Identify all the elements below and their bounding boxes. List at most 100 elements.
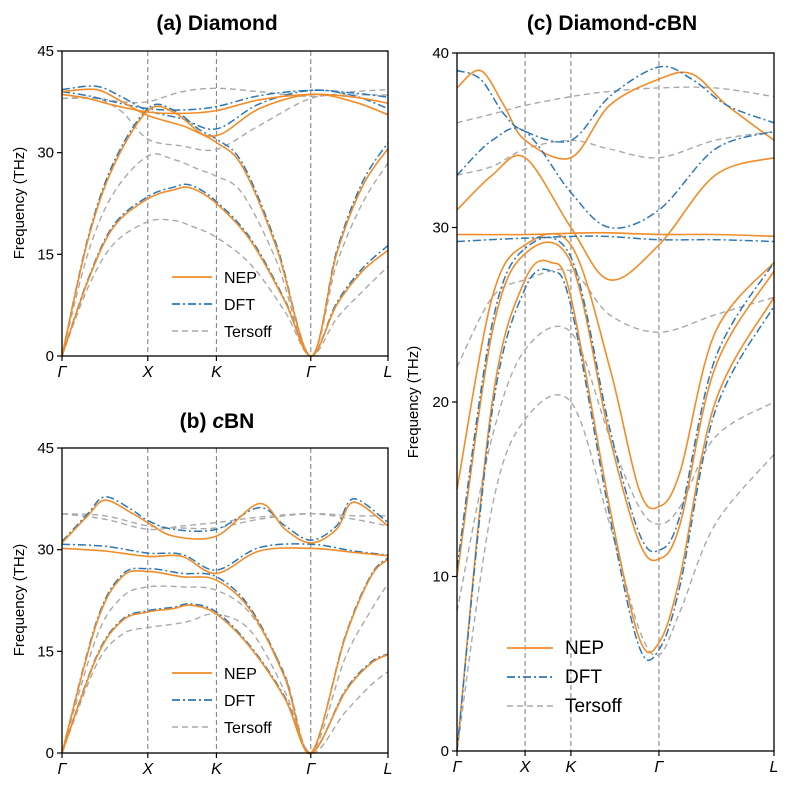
panel-c-ytick-label-0: 0 — [441, 743, 449, 760]
panel-a-xtick-label-0: Γ — [57, 364, 67, 381]
panel-c-title-prefix: (c) Diamond- — [527, 12, 655, 35]
panel-a-ylabel: Frequency (THz) — [11, 147, 28, 260]
panel-c-nep-branch-3 — [456, 232, 775, 510]
panel-b-title-main: BN — [224, 410, 254, 433]
panel-b-xtick-label-3: Γ — [306, 761, 316, 778]
panel-c-frame — [456, 52, 775, 752]
panel-b-ytick-label-0: 0 — [46, 745, 54, 762]
panel-c-xtick-label-4: L — [770, 759, 779, 776]
panel-c-title-main: BN — [667, 12, 697, 35]
panel-b-ytick-label-2: 30 — [37, 542, 54, 559]
panel-c-title-italic: c — [655, 12, 667, 35]
panel-c-path-separators — [524, 53, 660, 751]
panel-b-frame — [61, 447, 389, 754]
panel-a-xtick-label-3: Γ — [306, 364, 316, 381]
panel-a-legend-label-nep: NEP — [224, 270, 257, 287]
panel-c-xtick-label-3: Γ — [654, 759, 664, 776]
panel-c-title: (c) Diamond-cBN — [527, 12, 697, 35]
panel-a-legend-label-dft: DFT — [224, 297, 255, 314]
panel-b-tersoff-branch-4 — [61, 512, 389, 530]
panel-b-legend-label-dft: DFT — [224, 693, 255, 710]
panel-b-nep-branch-2 — [61, 558, 389, 755]
panel-c-legend-label-tersoff: Tersoff — [565, 696, 622, 717]
panel-b-curves — [61, 496, 389, 755]
panel-b-xtick-label-2: K — [211, 761, 223, 778]
panel-c-nep-branch-2 — [456, 241, 775, 577]
panel-a-ytick-label-2: 30 — [37, 145, 54, 162]
panel-b-xtick-label-4: L — [384, 761, 393, 778]
panel-b-title-prefix: (b) — [180, 410, 213, 433]
panel-c-tersoff-branch-2 — [456, 325, 775, 612]
panel-a-nep-branch-2 — [61, 105, 389, 357]
panel-c-tersoff-branch-5 — [456, 130, 775, 176]
panel-b-legend-label-nep: NEP — [224, 666, 257, 683]
panel-a-yticks: 0 15 30 45 — [37, 43, 62, 365]
panel-a-ytick-label-0: 0 — [46, 348, 54, 365]
panel-c-dft-branch-5 — [456, 65, 775, 143]
panel-a-nep-branch-4 — [61, 93, 389, 115]
panel-a-dft-branch-4 — [61, 89, 389, 111]
panel-a-title: (a) Diamond — [156, 12, 277, 35]
panel-a-xtick-label-4: L — [384, 364, 393, 381]
panel-a-tersoff-branch-3 — [61, 94, 389, 152]
panel-c-dft-branch-3 — [456, 235, 775, 243]
panel-b-nep-branch-3 — [61, 547, 389, 575]
panel-b-dft-branch-3 — [61, 543, 389, 571]
panel-b-ylabel: Frequency (THz) — [11, 544, 28, 657]
panel-b-tersoff-branch-2 — [61, 583, 389, 754]
panel-a-curves — [61, 85, 389, 357]
panel-c-legend-label-dft: DFT — [565, 667, 602, 688]
panel-a-frame — [61, 50, 389, 357]
panel-c-dft-branch-1 — [456, 268, 775, 752]
panel-b-tersoff-branch-3 — [61, 512, 389, 531]
panel-a-ytick-label-3: 45 — [37, 43, 54, 60]
panel-a-legend: NEP DFT Tersoff — [172, 270, 272, 341]
panel-b-title: (b) cBN — [180, 410, 255, 433]
panel-b-dft-branch-4 — [61, 496, 389, 543]
panel-b: (b) cBN Frequency (THz) 0 15 30 45 Γ X K Γ L NE… — [11, 410, 392, 778]
panel-a-title-prefix: (a) — [156, 12, 188, 35]
panel-b-nep-branch-1 — [61, 604, 389, 754]
panel-b-ytick-label-1: 15 — [37, 643, 54, 660]
panel-c-dft-branch-4 — [456, 127, 775, 229]
panel-c-ytick-label-2: 20 — [432, 394, 449, 411]
panel-c-ytick-label-4: 40 — [432, 45, 449, 62]
panel-b-yticks: 0 15 30 45 — [37, 440, 62, 762]
panel-b-path-separators — [147, 448, 312, 753]
panel-c-ytick-label-1: 10 — [432, 569, 449, 586]
panel-a-legend-label-tersoff: Tersoff — [224, 324, 272, 341]
panel-c-legend-label-nep: NEP — [565, 638, 604, 659]
panel-a-nep-branch-1 — [61, 186, 389, 357]
panel-c: (c) Diamond-cBN Frequency (THz) 0 10 20 30 4… — [405, 12, 778, 776]
panel-c-nep-branch-5 — [456, 154, 775, 281]
panel-a-title-main: Diamond — [188, 12, 278, 35]
panel-b-xtick-label-1: X — [141, 761, 154, 778]
panel-b-nep-branch-4 — [61, 499, 389, 544]
panel-c-curves — [456, 65, 775, 752]
panel-c-yticks: 0 10 20 30 40 — [432, 45, 457, 760]
panel-a-ytick-label-1: 15 — [37, 246, 54, 263]
panel-b-xtick-label-0: Γ — [57, 761, 67, 778]
panel-b-legend-label-tersoff: Tersoff — [224, 720, 272, 737]
panel-c-nep-branch-6 — [456, 69, 775, 160]
panel-c-dft-branch-2 — [456, 236, 775, 568]
panel-c-legend: NEP DFT Tersoff — [507, 638, 622, 717]
panel-a-nep-branch-3 — [61, 88, 389, 138]
panel-c-nep-branch-4 — [456, 231, 775, 237]
panel-a-tersoff-branch-2 — [61, 153, 389, 357]
panel-a-xtick-label-1: X — [141, 364, 154, 381]
panel-c-ylabel: Frequency (THz) — [405, 346, 422, 459]
panel-a: (a) Diamond Frequency (THz) 0 15 30 45 Γ X K Γ… — [11, 12, 392, 381]
panel-c-ytick-label-3: 30 — [432, 220, 449, 237]
panel-a-tersoff-branch-1 — [61, 218, 389, 357]
panel-c-nep-branch-1 — [456, 259, 775, 752]
panel-b-ytick-label-3: 45 — [37, 440, 54, 457]
panel-a-dft-branch-1 — [61, 183, 389, 357]
panel-a-xtick-label-2: K — [211, 364, 223, 381]
panel-a-dft-branch-3 — [61, 85, 389, 131]
panel-b-title-italic: c — [212, 410, 224, 433]
